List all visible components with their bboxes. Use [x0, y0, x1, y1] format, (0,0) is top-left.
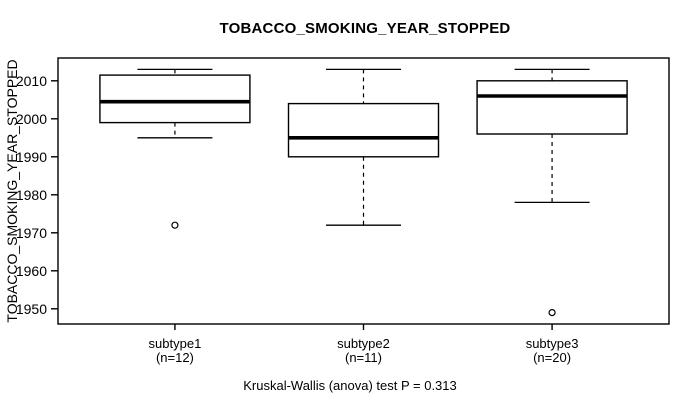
boxplot-subtype2-iqr-box [287, 102, 440, 158]
y-tick-label: 2010 [16, 73, 47, 89]
boxplot-subtype3-iqr-box [476, 80, 628, 135]
kruskal-wallis-note: Kruskal-Wallis (anova) test P = 0.313 [243, 378, 457, 393]
category-label: subtype2 [337, 336, 390, 351]
y-tick-label: 1990 [16, 149, 47, 165]
y-tick-label: 2000 [16, 111, 47, 127]
category-label: subtype3 [526, 336, 579, 351]
boxplot-subtype1-iqr-box [99, 74, 251, 124]
category-label: subtype1 [149, 336, 202, 351]
category-sublabel: (n=12) [156, 350, 194, 365]
y-tick-label: 1980 [16, 187, 47, 203]
chart-title: TOBACCO_SMOKING_YEAR_STOPPED [219, 20, 511, 37]
y-tick-label: 1960 [16, 263, 47, 279]
y-axis-title: TOBACCO_SMOKING_YEAR_STOPPED [4, 59, 20, 322]
boxplot-subtype3-outlier-point [548, 309, 556, 317]
boxplot-subtype1-outlier-point [171, 221, 179, 229]
y-tick-label: 1950 [16, 301, 47, 317]
y-tick-label: 1970 [16, 225, 47, 241]
category-sublabel: (n=20) [533, 350, 571, 365]
category-sublabel: (n=11) [345, 350, 382, 365]
